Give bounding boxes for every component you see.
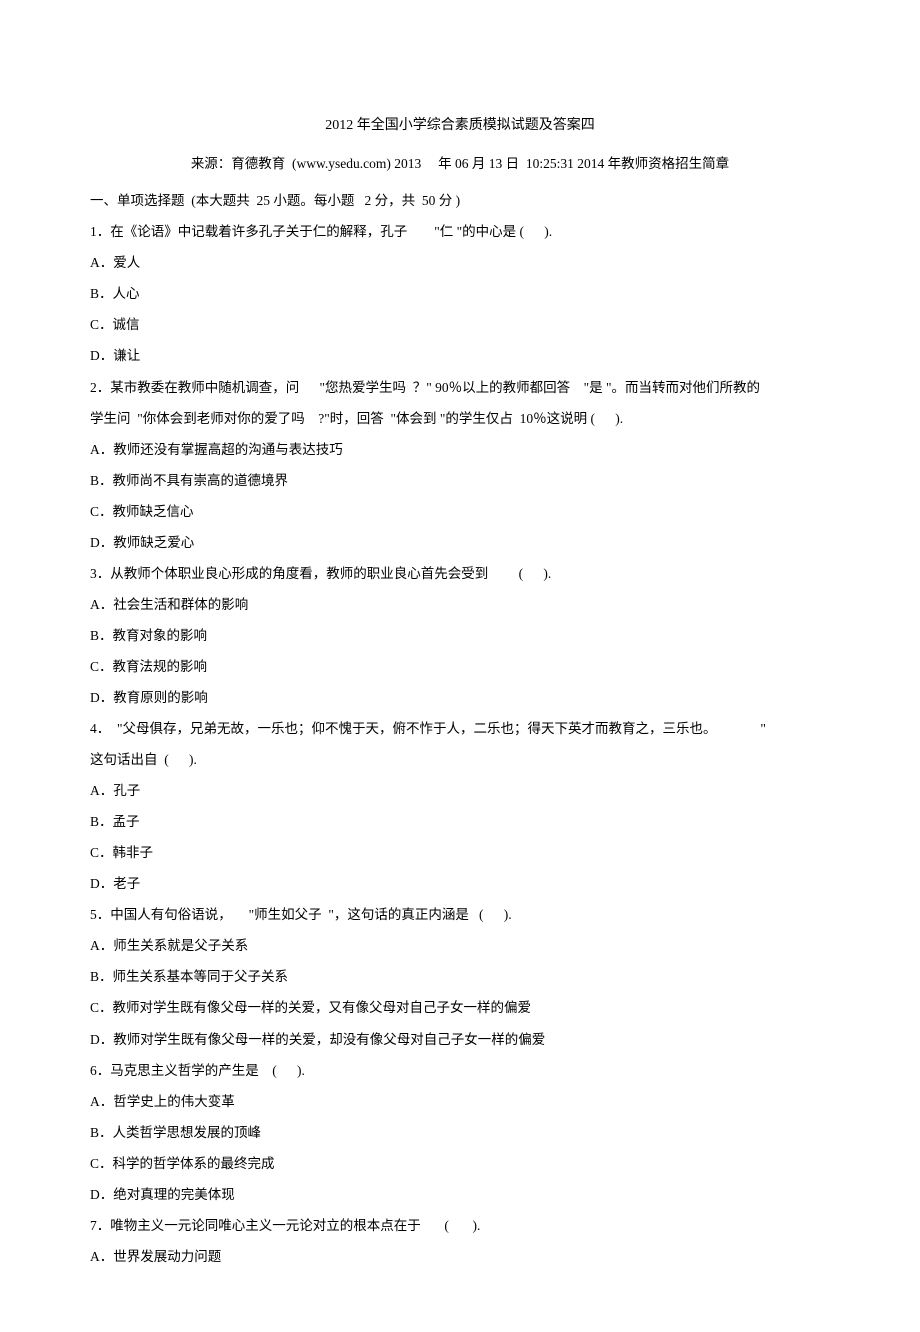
question-option: A．哲学史上的伟大变革 [90, 1086, 830, 1117]
question-option: A．世界发展动力问题 [90, 1241, 830, 1272]
document-page: 2012 年全国小学综合素质模拟试题及答案四 来源：育德教育 (www.ysed… [0, 0, 920, 1332]
question-option: B．教师尚不具有崇高的道德境界 [90, 465, 830, 496]
question-option: B．人心 [90, 278, 830, 309]
question-stem: 1．在《论语》中记载着许多孔子关于仁的解释，孔子 "仁 "的中心是 ( ). [90, 216, 830, 247]
question-option: A．教师还没有掌握高超的沟通与表达技巧 [90, 434, 830, 465]
section-header: 一、单项选择题 (本大题共 25 小题。每小题 2 分，共 50 分 ) [90, 185, 830, 216]
question-option: D．谦让 [90, 340, 830, 371]
question-option: A．社会生活和群体的影响 [90, 589, 830, 620]
question-stem: 5．中国人有句俗语说， "师生如父子 "，这句话的真正内涵是 ( ). [90, 899, 830, 930]
question-option: C．教育法规的影响 [90, 651, 830, 682]
question-option: A．师生关系就是父子关系 [90, 930, 830, 961]
question-option: B．教育对象的影响 [90, 620, 830, 651]
question-option: C．韩非子 [90, 837, 830, 868]
document-title: 2012 年全国小学综合素质模拟试题及答案四 [90, 110, 830, 142]
question-option: B．孟子 [90, 806, 830, 837]
question-stem: 4． "父母俱存，兄弟无故，一乐也；仰不愧于天，俯不怍于人，二乐也；得天下英才而… [90, 713, 830, 744]
question-option: C．教师对学生既有像父母一样的关爱，又有像父母对自己子女一样的偏爱 [90, 992, 830, 1023]
question-stem: 2．某市教委在教师中随机调查，问 "您热爱学生吗 ？" 90％以上的教师都回答 … [90, 372, 830, 403]
question-option: D．教师对学生既有像父母一样的关爱，却没有像父母对自己子女一样的偏爱 [90, 1024, 830, 1055]
source-line: 来源：育德教育 (www.ysedu.com) 2013 年 06 月 13 日… [90, 148, 830, 179]
question-option: A．孔子 [90, 775, 830, 806]
question-option: B．师生关系基本等同于父子关系 [90, 961, 830, 992]
question-option: D．老子 [90, 868, 830, 899]
question-option: D．教师缺乏爱心 [90, 527, 830, 558]
question-option: B．人类哲学思想发展的顶峰 [90, 1117, 830, 1148]
question-option: A．爱人 [90, 247, 830, 278]
question-stem: 7．唯物主义一元论同唯心主义一元论对立的根本点在于 ( ). [90, 1210, 830, 1241]
question-stem: 3．从教师个体职业良心形成的角度看，教师的职业良心首先会受到 ( ). [90, 558, 830, 589]
question-option: C．科学的哲学体系的最终完成 [90, 1148, 830, 1179]
question-option: D．绝对真理的完美体现 [90, 1179, 830, 1210]
question-option: C．诚信 [90, 309, 830, 340]
question-stem: 6．马克思主义哲学的产生是 ( ). [90, 1055, 830, 1086]
question-stem: 学生问 "你体会到老师对你的爱了吗 ?"时，回答 "体会到 "的学生仅占 10％… [90, 403, 830, 434]
question-stem: 这句话出自 ( ). [90, 744, 830, 775]
question-option: C．教师缺乏信心 [90, 496, 830, 527]
question-option: D．教育原则的影响 [90, 682, 830, 713]
